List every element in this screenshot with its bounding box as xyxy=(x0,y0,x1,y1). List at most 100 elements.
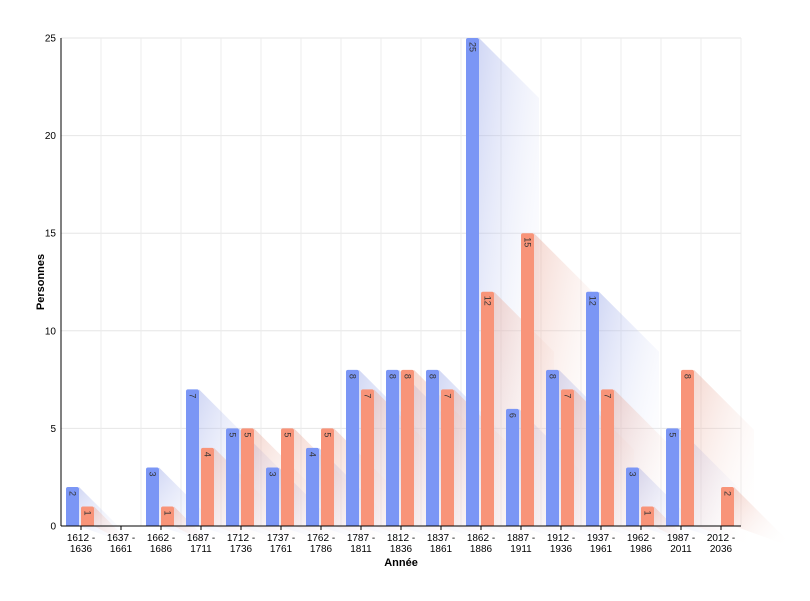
x-tick-label: 1736 xyxy=(230,544,253,555)
x-tick-label: 1862 - xyxy=(467,533,495,544)
bar xyxy=(266,467,279,526)
x-tick-label: 1737 - xyxy=(267,533,295,544)
y-tick-label: 0 xyxy=(50,522,56,533)
bar-value-label: 5 xyxy=(668,432,678,437)
bar xyxy=(346,369,359,526)
bar xyxy=(721,486,734,526)
x-tick-label: 1637 - xyxy=(107,533,135,544)
bar xyxy=(546,369,559,526)
bar-value-label: 7 xyxy=(563,393,573,398)
bar xyxy=(186,389,199,526)
bar xyxy=(506,408,519,526)
bar-value-label: 8 xyxy=(348,374,358,379)
bar-value-label: 7 xyxy=(603,393,613,398)
x-tick-label: 1837 - xyxy=(427,533,455,544)
x-tick-label: 1962 - xyxy=(627,533,655,544)
bar-value-label: 12 xyxy=(588,296,598,306)
x-tick-label: 1936 xyxy=(550,544,573,555)
bar-value-label: 8 xyxy=(388,374,398,379)
bar xyxy=(146,467,159,526)
x-tick-label: 1686 xyxy=(150,544,173,555)
bar xyxy=(321,428,334,526)
bar-value-label: 7 xyxy=(363,393,373,398)
bar xyxy=(66,486,79,526)
bar-value-label: 1 xyxy=(643,510,653,515)
x-tick-label: 1787 - xyxy=(347,533,375,544)
bar xyxy=(681,369,694,526)
bar xyxy=(386,369,399,526)
bar xyxy=(441,389,454,526)
bar-value-label: 2 xyxy=(68,491,78,496)
x-tick-label: 1761 xyxy=(270,544,293,555)
x-tick-label: 1987 - xyxy=(667,533,695,544)
bar-value-label: 6 xyxy=(508,413,518,418)
bar-shadow xyxy=(734,486,790,546)
bar xyxy=(361,389,374,526)
bar-value-label: 8 xyxy=(683,374,693,379)
bar xyxy=(666,428,679,526)
x-tick-label: 2011 xyxy=(670,544,692,555)
x-tick-label: 2036 xyxy=(710,544,733,555)
x-tick-label: 1687 - xyxy=(187,533,215,544)
x-tick-label: 1986 xyxy=(630,544,653,555)
bar xyxy=(626,467,639,526)
bar xyxy=(641,506,654,526)
x-tick-label: 2012 - xyxy=(707,533,735,544)
x-tick-label: 1861 xyxy=(430,544,453,555)
bar-value-label: 1 xyxy=(83,510,93,515)
bar-value-label: 8 xyxy=(403,374,413,379)
y-tick-label: 25 xyxy=(45,34,57,45)
y-tick-label: 20 xyxy=(45,131,57,142)
x-tick-label: 1911 xyxy=(510,544,532,555)
x-tick-label: 1836 xyxy=(390,544,413,555)
bar xyxy=(201,447,214,526)
x-tick-label: 1886 xyxy=(470,544,493,555)
bar-value-label: 4 xyxy=(203,452,213,457)
bar-value-label: 15 xyxy=(523,237,533,247)
x-tick-label: 1812 - xyxy=(387,533,415,544)
bar-shadow xyxy=(79,486,135,546)
bar-value-label: 8 xyxy=(428,374,438,379)
bar xyxy=(161,506,174,526)
bar-value-label: 5 xyxy=(323,432,333,437)
bar xyxy=(426,369,439,526)
bar xyxy=(81,506,94,526)
bar-value-label: 12 xyxy=(483,296,493,306)
bar-value-label: 5 xyxy=(243,432,253,437)
x-tick-label: 1887 - xyxy=(507,533,535,544)
bar xyxy=(226,428,239,526)
bar-value-label: 25 xyxy=(468,42,478,52)
bar-value-label: 7 xyxy=(443,393,453,398)
bar xyxy=(521,233,534,526)
bar-value-label: 7 xyxy=(188,393,198,398)
x-tick-label: 1786 xyxy=(310,544,333,555)
bar-value-label: 4 xyxy=(308,452,318,457)
y-axis-title: Personnes xyxy=(35,254,47,310)
bar xyxy=(601,389,614,526)
x-tick-label: 1961 xyxy=(590,544,613,555)
x-tick-label: 1662 - xyxy=(147,533,175,544)
bar xyxy=(306,447,319,526)
bar xyxy=(481,291,494,526)
x-tick-label: 1711 xyxy=(190,544,212,555)
bar-value-label: 3 xyxy=(268,471,278,476)
x-tick-label: 1762 - xyxy=(307,533,335,544)
bar xyxy=(241,428,254,526)
bar xyxy=(466,38,479,526)
x-tick-label: 1811 xyxy=(350,544,372,555)
y-tick-label: 15 xyxy=(45,229,57,240)
bar xyxy=(561,389,574,526)
x-axis-title: Année xyxy=(384,557,418,569)
x-tick-label: 1636 xyxy=(70,544,93,555)
bar-value-label: 2 xyxy=(723,491,733,496)
bar-value-label: 5 xyxy=(228,432,238,437)
x-tick-label: 1937 - xyxy=(587,533,615,544)
bar-value-label: 3 xyxy=(628,471,638,476)
x-tick-label: 1612 - xyxy=(67,533,95,544)
bar xyxy=(281,428,294,526)
y-tick-label: 10 xyxy=(45,326,57,337)
x-tick-label: 1912 - xyxy=(547,533,575,544)
